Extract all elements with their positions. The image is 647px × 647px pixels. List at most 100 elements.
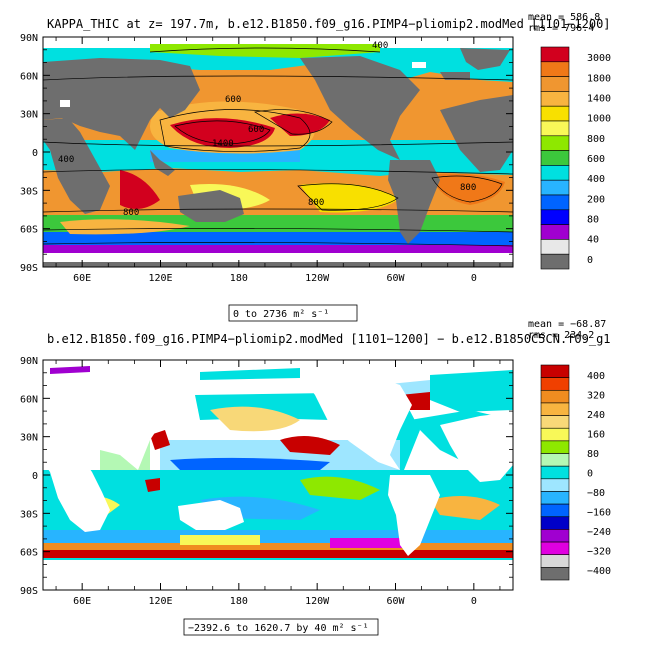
colorbar-swatch	[540, 46, 570, 63]
x-tick-label: 60E	[73, 596, 91, 607]
colorbar-swatch	[540, 364, 570, 378]
colorbar-label: 3000	[587, 53, 611, 64]
y-tick-label: 30N	[20, 110, 38, 121]
colorbar-swatch	[540, 377, 570, 391]
colorbar-swatch	[540, 120, 570, 137]
y-tick-label: 0	[32, 148, 38, 159]
contour-labels-top: 600 1400 800 800 800 400 400 600	[58, 41, 476, 218]
y-tick-label: 90S	[20, 263, 38, 274]
colorbar-swatch	[540, 389, 570, 404]
x-tick-label: 120E	[148, 273, 172, 284]
colorbar-label: 80	[587, 449, 599, 460]
colorbar-label: 400	[587, 371, 605, 382]
colorbar-swatch	[540, 554, 570, 568]
colorbar-swatch	[540, 427, 570, 442]
axes-bottom: 90N 60N 30N 0 30S 60S 90S 60E 120E 180 120W 60W 0	[20, 356, 513, 607]
y-tick-label: 60S	[20, 225, 38, 236]
contour-label: 400	[372, 41, 388, 51]
x-tick-label: 120W	[305, 273, 330, 284]
y-tick-label: 90S	[20, 586, 38, 597]
colorbar-swatch	[540, 76, 570, 92]
y-tick-label: 60N	[20, 71, 38, 82]
axes-top: 90N 60N 30N 0 30S 60S 90S 60E 120E 180 120W 60W 0	[20, 33, 513, 284]
colorbar-label: 80	[587, 215, 599, 226]
colorbar-label: 600	[587, 154, 605, 165]
panel-top-title: KAPPA_THIC at z= 197.7m, b.e12.B1850.f09…	[47, 17, 611, 31]
colorbar-swatch	[540, 91, 570, 107]
land-bottom	[43, 360, 513, 590]
colorbar-swatch	[540, 402, 570, 416]
contours-top	[43, 47, 513, 247]
x-tick-label: 120E	[148, 596, 172, 607]
x-tick-label: 60E	[73, 273, 91, 284]
colorbar-swatch	[540, 239, 570, 255]
y-tick-label: 30S	[20, 509, 38, 520]
colorbar-swatch	[540, 465, 570, 480]
colorbar-swatch	[540, 105, 570, 122]
colorbar-swatch	[540, 478, 570, 492]
contour-label: 800	[123, 208, 139, 218]
colorbar-swatch	[540, 567, 570, 581]
range-box-bottom: −2392.6 to 1620.7 by 40 m² s⁻¹	[183, 618, 379, 636]
colorbar-swatch	[540, 135, 570, 151]
colorbar-swatch	[540, 61, 570, 77]
colorbar-label: 240	[587, 410, 605, 421]
colorbar-swatch	[540, 209, 570, 225]
colorbar-label: −80	[587, 488, 605, 499]
colorbar-swatch	[540, 165, 570, 181]
colorbar-label: −320	[587, 547, 611, 558]
colorbar-bottom: 400 320 240 160 80 0 −80 −160 −240 −320 −400	[540, 364, 611, 581]
y-tick-label: 60S	[20, 548, 38, 559]
contour-label: 1400	[212, 139, 234, 149]
colorbar-swatch	[540, 529, 570, 543]
panel-bottom-rms: rms = 234.2	[528, 330, 594, 341]
range-box-top: 0 to 2736 m² s⁻¹	[228, 304, 358, 322]
x-tick-label: 0	[471, 273, 477, 284]
colorbar-label: 1400	[587, 93, 611, 104]
contour-label: 600	[225, 95, 241, 105]
y-tick-label: 60N	[20, 394, 38, 405]
x-tick-label: 60W	[386, 273, 405, 284]
colorbar-swatch	[540, 541, 570, 556]
colorbar-swatch	[540, 253, 570, 270]
y-tick-label: 90N	[20, 356, 38, 367]
panel-bottom: b.e12.B1850.f09_g16.PIMP4−pliomip2.modMe…	[20, 319, 611, 636]
map-bottom	[43, 360, 513, 590]
colorbar-swatch	[540, 440, 570, 454]
x-tick-label: 120W	[305, 596, 330, 607]
colorbar-swatch	[540, 491, 570, 505]
land-top	[43, 48, 513, 267]
x-tick-label: 180	[230, 596, 248, 607]
colorbar-label: 40	[587, 235, 599, 246]
colorbar-label: −400	[587, 566, 611, 577]
colorbar-label: 200	[587, 194, 605, 205]
colorbar-swatch	[540, 503, 570, 518]
y-tick-label: 30N	[20, 433, 38, 444]
contour-label: 600	[248, 125, 264, 135]
colorbar-swatch	[540, 516, 570, 530]
colorbar-label: 800	[587, 134, 605, 145]
panel-top-rms: rms = 796.4	[528, 23, 594, 34]
colorbar-label: −160	[587, 508, 611, 519]
colorbar-label: 1800	[587, 73, 611, 84]
contour-label: 800	[308, 198, 324, 208]
colorbar-swatch	[540, 453, 570, 467]
y-tick-label: 90N	[20, 33, 38, 44]
y-tick-label: 30S	[20, 186, 38, 197]
x-tick-label: 180	[230, 273, 248, 284]
panel-bottom-title: b.e12.B1850.f09_g16.PIMP4−pliomip2.modMe…	[47, 332, 611, 346]
panel-top-mean: mean = 586.8	[528, 12, 600, 23]
colorbar-label: 400	[587, 174, 605, 185]
colorbar-label: 320	[587, 390, 605, 401]
range-label-top: 0 to 2736 m² s⁻¹	[233, 309, 329, 320]
colorbar-label: −240	[587, 527, 611, 538]
colorbar-label: 1000	[587, 114, 611, 125]
contour-label: 800	[460, 183, 476, 193]
map-top: 600 1400 800 800 800 400 400 600	[43, 37, 513, 267]
colorbar-swatch	[540, 179, 570, 196]
colorbar-swatch	[540, 224, 570, 240]
panel-bottom-mean: mean = −68.87	[528, 319, 606, 330]
x-tick-label: 0	[471, 596, 477, 607]
